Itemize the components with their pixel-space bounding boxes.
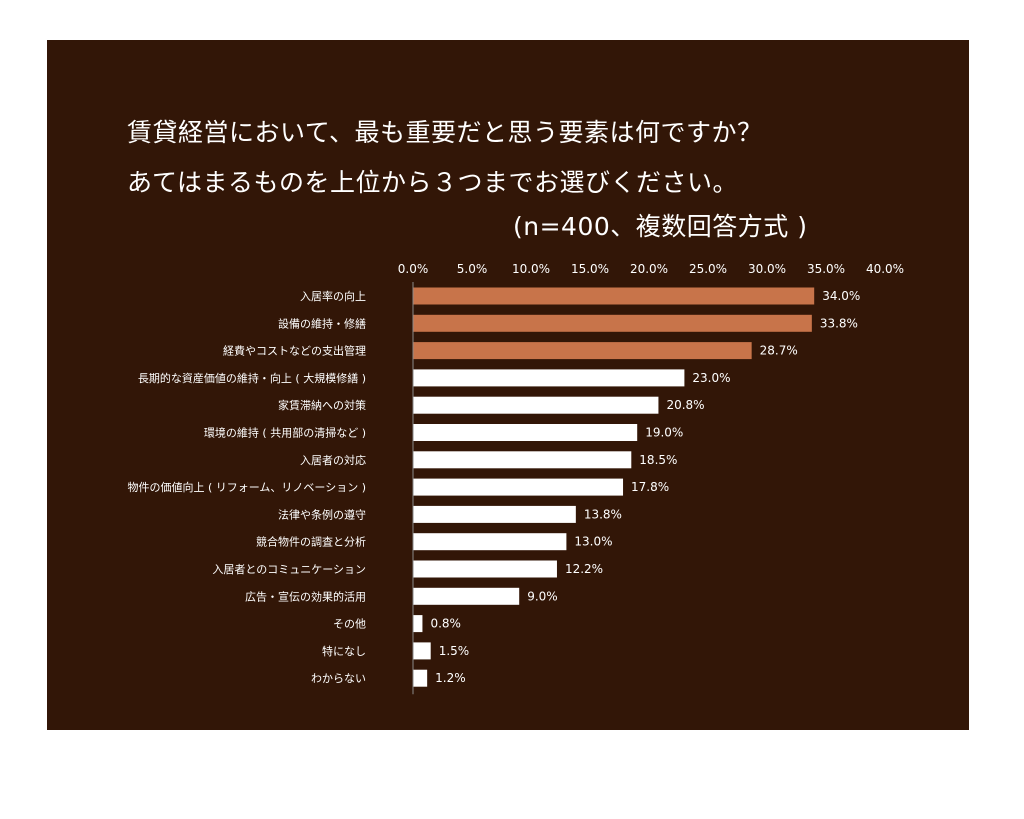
value-label: 12.2% [565,562,603,576]
value-label: 17.8% [631,480,669,494]
x-tick-label: 25.0% [689,262,727,276]
category-label: 入居率の向上 [300,289,366,303]
bar [413,478,624,496]
value-label: 0.8% [430,617,461,631]
category-labels: 入居率の向上設備の維持・修繕経費やコストなどの支出管理長期的な資産価値の維持・向… [127,289,366,685]
category-label: 広告・宣伝の効果的活用 [245,589,366,603]
bar [413,369,685,387]
x-tick-label: 15.0% [571,262,609,276]
value-label: 9.0% [527,589,558,603]
value-label: 13.8% [584,507,622,521]
bar [413,587,520,605]
category-label: 家賃滞納への対策 [278,398,366,412]
category-label: 競合物件の調査と分析 [256,535,366,549]
value-label: 1.2% [435,671,466,685]
bar [413,642,431,660]
value-label: 18.5% [639,453,677,467]
chart-title-line-2: あてはまるものを上位から３つまでお選びください。 [127,168,739,197]
x-axis-ticks: 0.0% 5.0% 10.0% 15.0% 20.0% 25.0% 30.0% 35.0% 40… [398,262,904,276]
bar [413,560,557,578]
x-tick-label: 5.0% [457,262,488,276]
chart-title-line-3: (n=400、複数回答方式 ) [513,212,808,241]
bar [413,396,659,414]
x-tick-label: 10.0% [512,262,550,276]
x-tick-label: 40.0% [866,262,904,276]
category-label: 入居者とのコミュニケーション [212,563,366,576]
value-label: 19.0% [645,426,683,440]
bar [413,424,638,441]
x-tick-label: 0.0% [398,262,429,276]
value-label: 34.0% [822,289,860,303]
x-tick-label: 35.0% [807,262,845,276]
bar [413,615,423,633]
bar [413,451,632,469]
x-tick-label: 20.0% [630,262,668,276]
value-label: 23.0% [692,371,730,385]
bar [413,533,567,551]
bar [413,287,815,305]
bars: 34.0% 33.8% 28.7% 23.0% 20.8% 19.0% 18.5% 17.8%… [413,287,860,687]
category-label: 長期的な資産価値の維持・向上 ( 大規模修繕 ) [138,371,366,385]
bar [413,669,428,687]
value-label: 13.0% [574,535,612,549]
category-label: 特になし [322,644,366,658]
chart-title-line-1: 賃貸経営において、最も重要だと思う要素は何ですか？ [127,118,763,147]
bar [413,505,576,523]
category-label: 物件の価値向上 ( リフォーム、リノベーション ) [127,480,366,494]
category-label: 設備の維持・修繕 [278,316,366,330]
category-label: 経費やコストなどの支出管理 [223,344,366,358]
x-tick-label: 30.0% [748,262,786,276]
category-label: 法律や条例の遵守 [278,507,366,521]
category-label: その他 [333,618,366,631]
value-label: 1.5% [439,644,470,658]
value-label: 28.7% [760,344,798,358]
category-label: 環境の維持 ( 共用部の清掃など ) [204,426,366,440]
bar [413,314,812,332]
category-label: わからない [311,672,366,685]
value-label: 20.8% [666,398,704,412]
bar [413,342,752,360]
category-label: 入居者の対応 [300,453,366,467]
value-label: 33.8% [820,316,858,330]
